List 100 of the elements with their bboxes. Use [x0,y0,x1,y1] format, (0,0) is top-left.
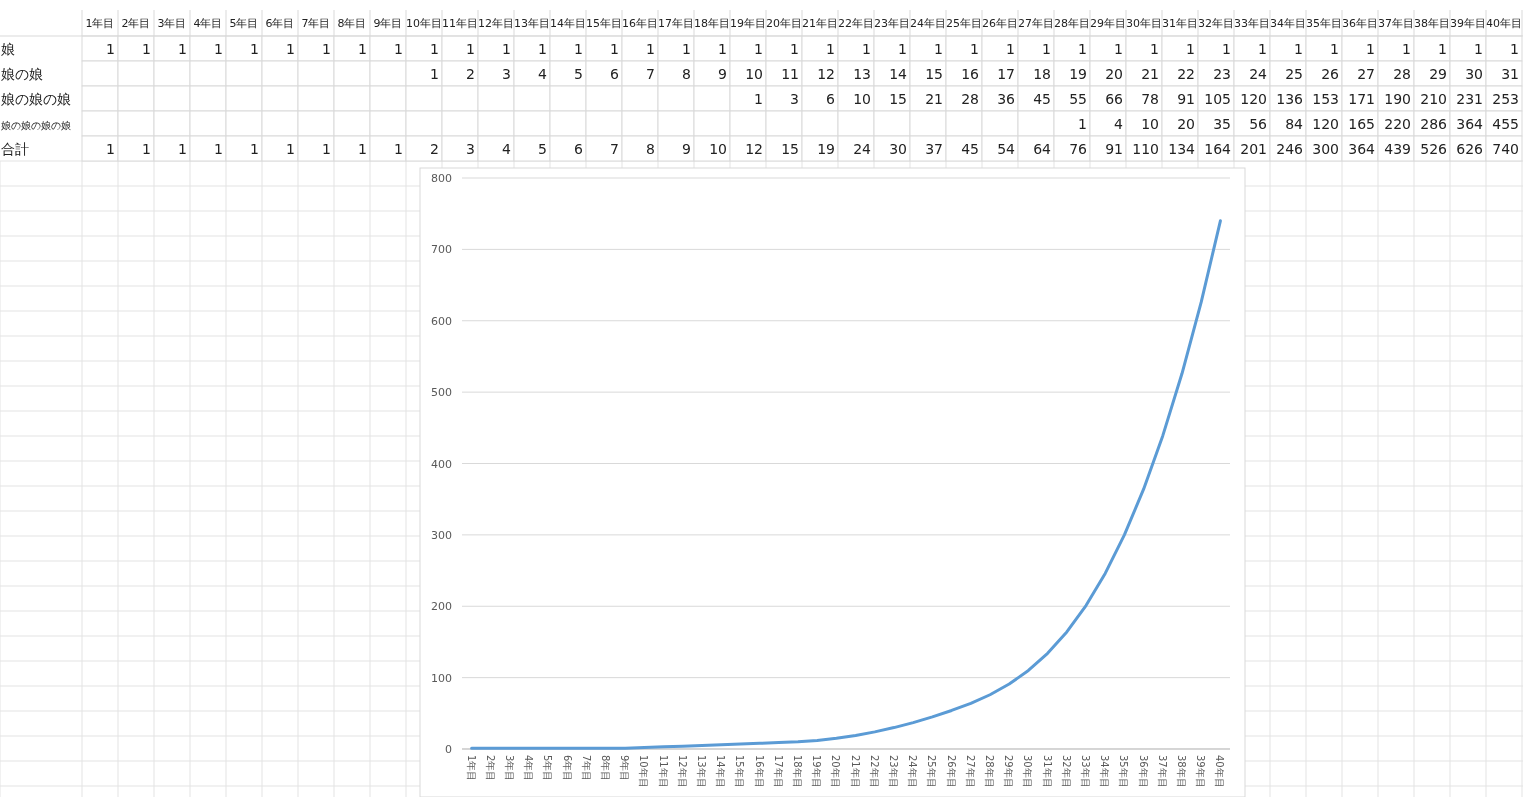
x-tick-label: 17年目 [772,755,784,788]
data-label: 1 [1078,40,1087,57]
data-label: 30 [889,140,907,157]
data-label: 120 [1312,115,1339,132]
y-tick-label: 合計 [1,140,29,157]
x-tick-label: 33年目 [1080,755,1091,788]
x-tick-label: 25年目 [946,17,982,30]
data-label: 1 [430,40,439,57]
data-label: 1 [1222,40,1231,57]
x-tick-label: 23年目 [888,755,899,788]
data-label: 1 [466,40,475,57]
data-label: 76 [1069,140,1088,157]
y-tick-label: 600 [431,314,452,328]
x-tick-label: 24年目 [907,755,919,788]
y-tick-label: 700 [431,243,452,257]
data-label: 1 [106,140,115,157]
data-label: 439 [1384,140,1411,157]
data-label: 1 [862,40,871,57]
data-label: 10 [853,90,871,107]
x-tick-label: 9年目 [373,17,403,30]
data-label: 231 [1456,90,1483,107]
x-tick-label: 2年目 [121,17,151,30]
data-label: 1 [358,140,367,157]
x-tick-label: 32年目 [1198,17,1234,30]
data-label: 17 [997,65,1015,82]
x-tick-label: 35年目 [1118,755,1130,788]
data-label: 4 [502,140,512,157]
data-label: 4 [1114,115,1124,132]
x-tick-label: 40年目 [1486,17,1522,30]
y-tick-label: 300 [431,528,452,542]
x-tick-label: 2年目 [484,755,496,782]
data-label: 1 [898,40,907,57]
data-label: 3 [502,65,511,82]
x-tick-label: 39年目 [1450,17,1486,30]
x-tick-label: 27年目 [964,755,976,788]
data-label: 27 [1357,65,1375,82]
x-tick-label: 38年目 [1414,17,1450,30]
data-label: 21 [925,90,943,107]
data-label: 171 [1348,90,1375,107]
x-tick-label: 3年目 [157,17,187,30]
data-label: 1 [178,40,187,57]
x-tick-label: 9年目 [619,755,631,782]
data-label: 1 [1078,115,1087,132]
x-tick-label: 12年目 [676,755,688,788]
y-tick-label: 200 [431,600,452,614]
x-tick-label: 11年目 [657,755,669,788]
x-tick-label: 22年目 [868,755,880,788]
x-tick-label: 15年目 [586,17,622,30]
x-tick-label: 21年目 [802,17,838,30]
data-label: 5 [538,140,547,157]
x-tick-label: 17年目 [658,17,694,30]
data-label: 1 [1258,40,1267,57]
x-tick-label: 13年目 [696,755,707,788]
y-tick-label: 400 [431,457,452,471]
data-label: 20 [1177,115,1195,132]
x-tick-label: 25年目 [926,755,938,788]
data-label: 220 [1384,115,1411,132]
data-label: 1 [682,40,691,57]
data-label: 15 [889,90,907,107]
data-label: 12 [745,140,763,157]
data-label: 23 [1213,65,1231,82]
x-tick-label: 16年目 [753,755,765,788]
data-label: 201 [1240,140,1267,157]
data-label: 740 [1492,140,1519,157]
data-label: 24 [853,140,872,157]
data-label: 5 [574,65,583,82]
x-tick-label: 24年目 [910,17,946,30]
data-label: 626 [1456,140,1484,157]
x-tick-label: 13年目 [514,17,550,30]
data-label: 253 [1492,90,1519,107]
data-label: 8 [646,140,655,157]
x-tick-label: 21年目 [849,755,861,788]
x-tick-label: 6年目 [265,17,295,30]
data-label: 1 [430,65,439,82]
data-label: 1 [394,40,403,57]
x-tick-label: 36年目 [1342,17,1378,30]
data-label: 8 [682,65,691,82]
data-label: 1 [610,40,619,57]
x-tick-label: 4年目 [193,17,223,30]
data-label: 10 [745,65,763,82]
data-label: 21 [1141,65,1159,82]
x-tick-label: 20年目 [830,755,842,788]
data-label: 1 [1294,40,1303,57]
x-tick-label: 29年目 [1003,755,1015,788]
x-tick-label: 18年目 [792,755,803,788]
data-label: 25 [1285,65,1303,82]
x-tick-label: 5年目 [229,17,259,30]
data-label: 364 [1348,140,1376,157]
data-label: 14 [889,65,908,82]
data-label: 45 [961,140,979,157]
x-tick-label: 8年目 [600,755,611,782]
data-label: 105 [1204,90,1231,107]
data-label: 1 [322,140,331,157]
data-label: 20 [1105,65,1123,82]
x-tick-label: 31年目 [1041,755,1053,788]
data-label: 22 [1177,65,1195,82]
data-label: 7 [610,140,619,157]
data-label: 1 [754,40,763,57]
data-label: 1 [754,90,763,107]
x-tick-label: 39年目 [1195,755,1207,788]
